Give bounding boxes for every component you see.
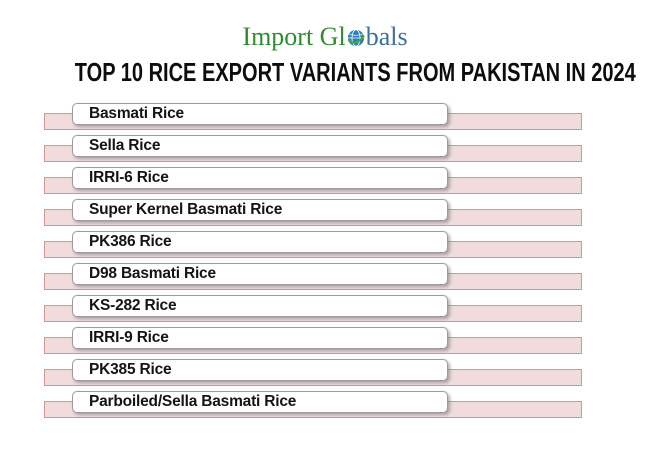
list-item: IRRI-9 Rice bbox=[0, 327, 650, 359]
item-label: IRRI-9 Rice bbox=[89, 329, 169, 346]
item-label: D98 Basmati Rice bbox=[89, 265, 216, 282]
item-label-box: Parboiled/Sella Basmati Rice bbox=[72, 391, 448, 413]
item-label: Super Kernel Basmati Rice bbox=[89, 201, 283, 218]
logo: Import Gl bals bbox=[0, 24, 650, 50]
item-label-box: KS-282 Rice bbox=[72, 295, 448, 317]
item-label-box: IRRI-6 Rice bbox=[72, 167, 448, 189]
list-item: D98 Basmati Rice bbox=[0, 263, 650, 295]
item-label: PK386 Rice bbox=[89, 233, 172, 250]
item-label-box: Super Kernel Basmati Rice bbox=[72, 199, 448, 221]
item-label-box: Basmati Rice bbox=[72, 103, 448, 125]
item-label: IRRI-6 Rice bbox=[89, 169, 169, 186]
globe-icon bbox=[347, 26, 365, 47]
list-item: Super Kernel Basmati Rice bbox=[0, 199, 650, 231]
item-label: Parboiled/Sella Basmati Rice bbox=[89, 393, 297, 410]
item-label-box: IRRI-9 Rice bbox=[72, 327, 448, 349]
logo-text-right: bals bbox=[365, 22, 408, 51]
item-label: Sella Rice bbox=[89, 137, 161, 154]
item-label-box: Sella Rice bbox=[72, 135, 448, 157]
rice-variant-list: Basmati Rice Sella Rice IRRI-6 Rice Supe… bbox=[0, 103, 650, 423]
list-item: Sella Rice bbox=[0, 135, 650, 167]
item-label: PK385 Rice bbox=[89, 361, 172, 378]
list-item: KS-282 Rice bbox=[0, 295, 650, 327]
item-label-box: D98 Basmati Rice bbox=[72, 263, 448, 285]
logo-text-left: Import Gl bbox=[242, 22, 346, 51]
item-label: Basmati Rice bbox=[89, 105, 184, 122]
list-item: IRRI-6 Rice bbox=[0, 167, 650, 199]
page-title: TOP 10 RICE EXPORT VARIANTS FROM PAKISTA… bbox=[74, 57, 636, 87]
list-item: Parboiled/Sella Basmati Rice bbox=[0, 391, 650, 423]
item-label-box: PK385 Rice bbox=[72, 359, 448, 381]
list-item: Basmati Rice bbox=[0, 103, 650, 135]
list-item: PK385 Rice bbox=[0, 359, 650, 391]
item-label: KS-282 Rice bbox=[89, 297, 177, 314]
list-item: PK386 Rice bbox=[0, 231, 650, 263]
item-label-box: PK386 Rice bbox=[72, 231, 448, 253]
